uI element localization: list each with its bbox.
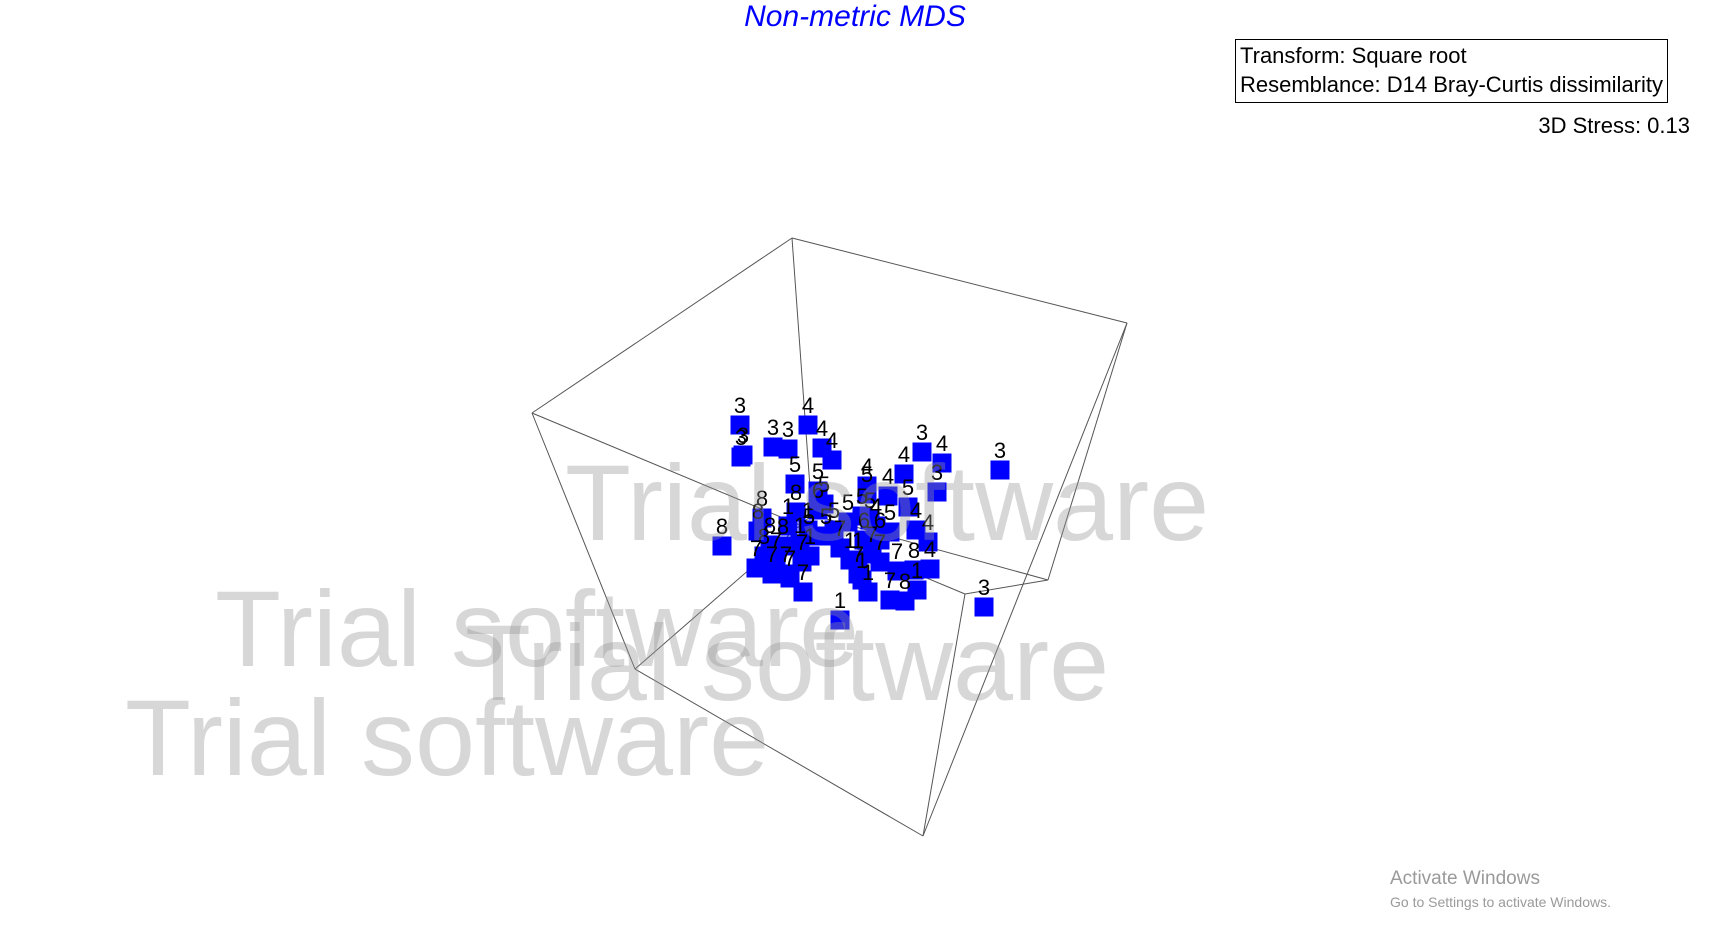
point-marker-11 — [823, 451, 842, 470]
point-marker-8 — [975, 598, 994, 617]
point-label-59: 4 — [870, 494, 882, 519]
resemblance-label: Resemblance: D14 Bray-Curtis dissimilari… — [1240, 70, 1663, 99]
point-label-39: 1 — [782, 494, 794, 519]
point-label-56: 5 — [820, 504, 832, 529]
point-label-9: 4 — [802, 393, 814, 418]
point-label-8: 3 — [978, 575, 990, 600]
point-marker-2 — [732, 448, 751, 467]
cube-edge — [792, 238, 1127, 323]
point-label-52: 1 — [911, 558, 923, 583]
point-label-15: 4 — [910, 498, 922, 523]
activate-title: Activate Windows — [1390, 868, 1611, 890]
point-marker-48 — [794, 583, 813, 602]
activate-windows-notice: Activate Windows Go to Settings to activ… — [1390, 868, 1611, 910]
point-label-6: 3 — [994, 438, 1006, 463]
point-label-7: 3 — [931, 460, 943, 485]
point-label-5: 3 — [916, 420, 928, 445]
point-label-66: 1 — [804, 524, 816, 549]
cube-edge — [532, 413, 635, 669]
point-label-30: 8 — [752, 499, 764, 524]
point-marker-7 — [928, 483, 947, 502]
point-label-0: 3 — [734, 393, 746, 418]
point-label-50: 7 — [884, 568, 896, 593]
point-label-65: 8 — [758, 524, 770, 549]
point-label-3: 3 — [767, 415, 779, 440]
point-label-53: 4 — [924, 537, 936, 562]
activate-subtitle: Go to Settings to activate Windows. — [1390, 894, 1611, 910]
point-label-16: 4 — [922, 510, 934, 535]
point-marker-9 — [799, 416, 818, 435]
point-label-23: 5 — [902, 475, 914, 500]
point-label-51: 8 — [899, 569, 911, 594]
stress-label: 3D Stress: 0.13 — [1538, 113, 1690, 139]
point-label-38: 7 — [891, 539, 903, 564]
point-marker-6 — [991, 461, 1010, 480]
point-label-64: 7 — [780, 542, 792, 567]
point-label-17: 4 — [936, 431, 948, 456]
point-label-28: 8 — [716, 514, 728, 539]
point-label-13: 4 — [882, 464, 894, 489]
cube-edge — [532, 238, 792, 413]
cube-edge — [923, 323, 1127, 836]
point-label-60: 7 — [866, 522, 878, 547]
point-marker-49 — [859, 583, 878, 602]
point-label-57: 5 — [842, 490, 854, 515]
point-marker-5 — [913, 443, 932, 462]
point-marker-28 — [713, 537, 732, 556]
point-label-63: 1 — [844, 528, 856, 553]
point-marker-53 — [921, 560, 940, 579]
point-label-2: 3 — [735, 425, 747, 450]
point-marker-44 — [831, 611, 850, 630]
point-label-14: 4 — [898, 442, 910, 467]
cube-edge — [1048, 323, 1127, 580]
cube-edge — [635, 669, 923, 836]
point-label-48: 7 — [797, 560, 809, 585]
point-label-44: 1 — [834, 588, 846, 613]
point-label-11: 4 — [826, 428, 838, 453]
transform-label: Transform: Square root — [1240, 41, 1663, 70]
point-label-4: 3 — [782, 417, 794, 442]
cube-edge — [923, 594, 965, 836]
point-label-58: 5 — [856, 484, 868, 509]
point-label-18: 5 — [789, 452, 801, 477]
info-box: Transform: Square root Resemblance: D14 … — [1235, 39, 1668, 103]
